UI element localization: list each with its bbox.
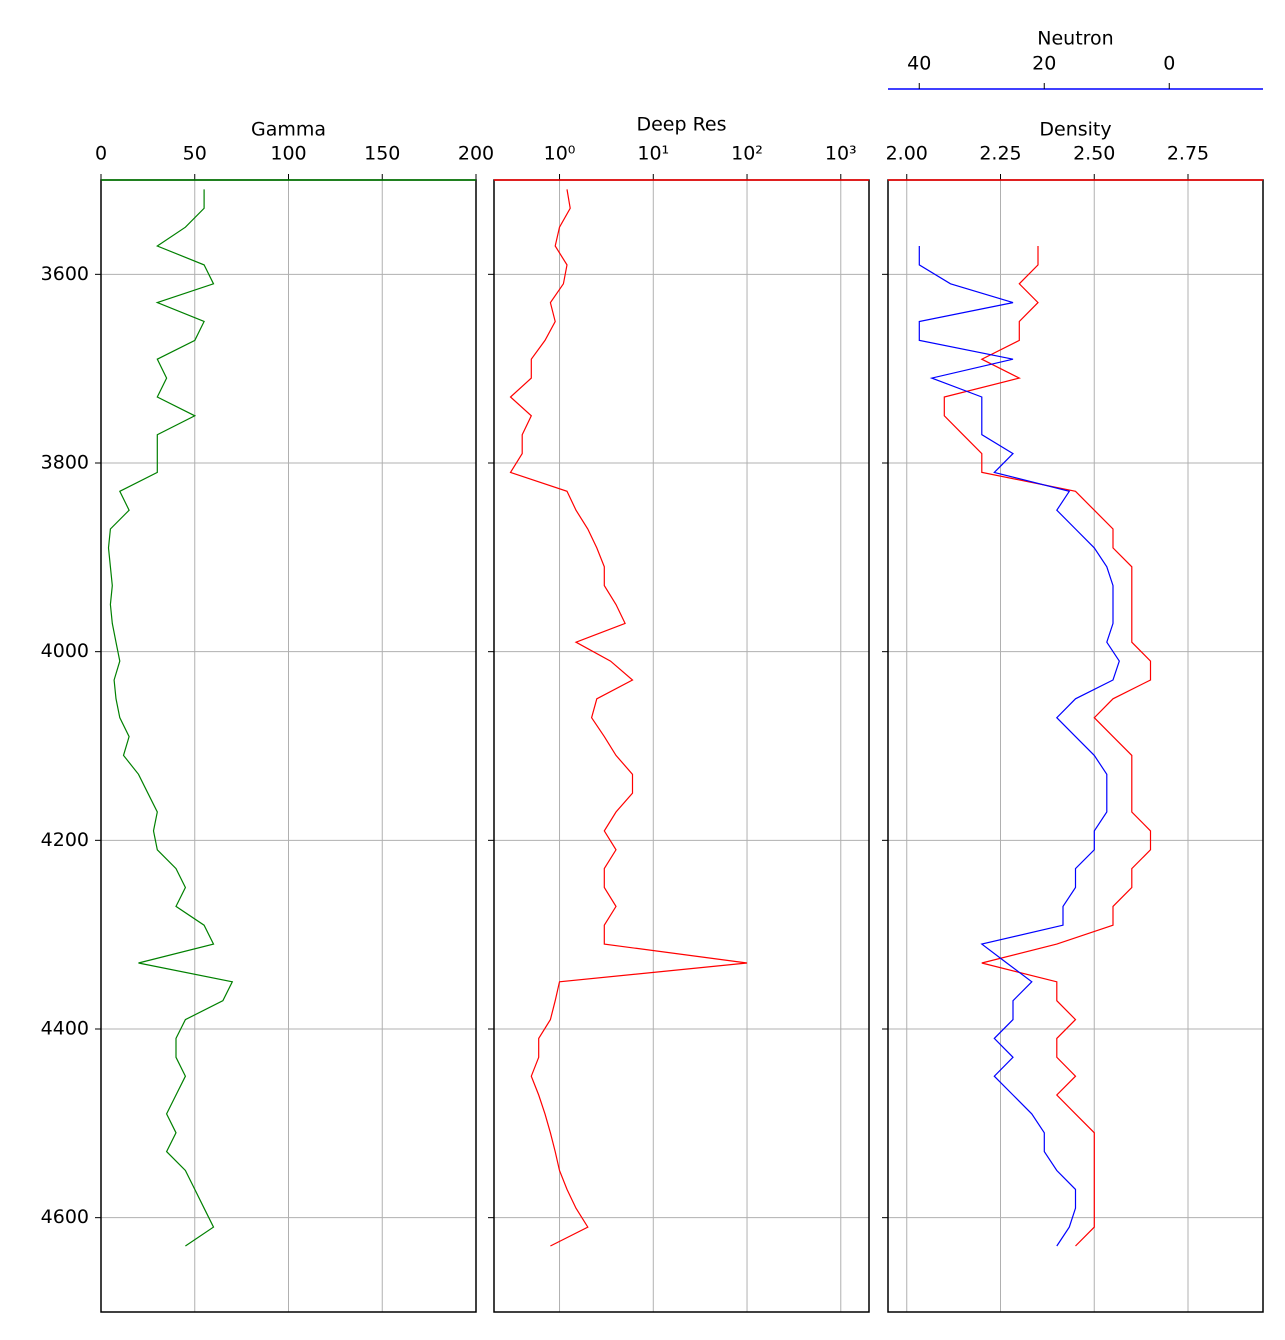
y-tick-label: 4200 [41,829,89,851]
x-tick-label: 10⁰ [544,143,576,165]
x-tick-label: 0 [95,143,107,165]
panel-frame [493,179,870,1313]
x-tick-label: 2.50 [1073,143,1115,165]
x2-tick-label: 40 [907,53,931,75]
x-tick-label: 50 [183,143,207,165]
log-curve [107,189,234,1247]
y-tick-label: 3800 [41,452,89,474]
x-tick-label: 200 [458,143,494,165]
log-curve [943,246,1152,1247]
x-axis-label: Density [1039,119,1111,141]
y-tick-label: 4400 [41,1018,89,1040]
y-tick-label: 3600 [41,263,89,285]
y-tick-label: 4000 [41,640,89,662]
log-curve [918,246,1120,1247]
x-tick-label: 10² [731,143,763,165]
x2-tick-label: 20 [1032,53,1056,75]
x-tick-label: 100 [270,143,306,165]
x-axis-label: Gamma [251,119,326,141]
y-tick-label: 4600 [41,1206,89,1228]
log-curve [509,189,748,1247]
x-tick-label: 150 [364,143,400,165]
x2-tick-label: 0 [1163,53,1175,75]
x-tick-label: 10³ [825,143,857,165]
panel-frame [887,179,1264,1313]
x-tick-label: 2.00 [886,143,928,165]
x-axis-label: Deep Res [636,114,726,136]
x-tick-label: 10¹ [637,143,669,165]
x-tick-label: 2.75 [1167,143,1209,165]
x-tick-label: 2.25 [979,143,1021,165]
x2-axis-label: Neutron [1037,28,1113,50]
